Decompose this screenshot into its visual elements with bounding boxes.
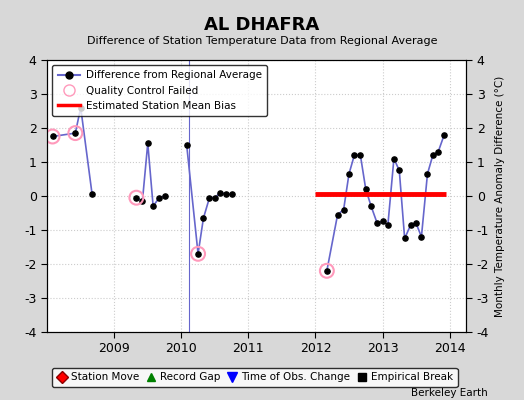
- Point: [88, 191, 96, 198]
- Point: [345, 171, 353, 177]
- Point: [155, 194, 163, 201]
- Text: Berkeley Earth: Berkeley Earth: [411, 388, 487, 398]
- Point: [323, 268, 331, 274]
- Point: [138, 198, 147, 204]
- Point: [423, 171, 432, 177]
- Point: [132, 194, 140, 201]
- Legend: Station Move, Record Gap, Time of Obs. Change, Empirical Break: Station Move, Record Gap, Time of Obs. C…: [52, 368, 457, 387]
- Point: [400, 235, 409, 242]
- Point: [77, 104, 85, 111]
- Point: [434, 148, 442, 155]
- Point: [395, 167, 403, 174]
- Point: [48, 133, 57, 140]
- Point: [390, 155, 398, 162]
- Point: [227, 191, 236, 198]
- Text: Difference of Station Temperature Data from Regional Average: Difference of Station Temperature Data f…: [87, 36, 437, 46]
- Point: [211, 194, 219, 201]
- Point: [144, 140, 152, 146]
- Point: [48, 133, 57, 140]
- Point: [160, 193, 169, 199]
- Point: [429, 152, 437, 158]
- Point: [194, 250, 202, 257]
- Point: [412, 220, 420, 226]
- Point: [440, 132, 449, 138]
- Point: [205, 194, 214, 201]
- Point: [333, 212, 342, 218]
- Point: [71, 130, 80, 136]
- Point: [350, 152, 358, 158]
- Point: [356, 152, 365, 158]
- Point: [373, 220, 381, 226]
- Point: [149, 203, 157, 209]
- Point: [340, 206, 348, 213]
- Point: [362, 186, 370, 192]
- Point: [323, 268, 331, 274]
- Point: [417, 234, 425, 240]
- Text: AL DHAFRA: AL DHAFRA: [204, 16, 320, 34]
- Y-axis label: Monthly Temperature Anomaly Difference (°C): Monthly Temperature Anomaly Difference (…: [495, 75, 505, 317]
- Point: [384, 222, 392, 228]
- Point: [216, 189, 224, 196]
- Point: [378, 218, 387, 225]
- Point: [194, 250, 202, 257]
- Point: [182, 142, 191, 148]
- Point: [367, 203, 375, 209]
- Point: [222, 191, 231, 198]
- Point: [199, 215, 208, 221]
- Point: [407, 222, 415, 228]
- Point: [71, 130, 80, 136]
- Point: [132, 194, 140, 201]
